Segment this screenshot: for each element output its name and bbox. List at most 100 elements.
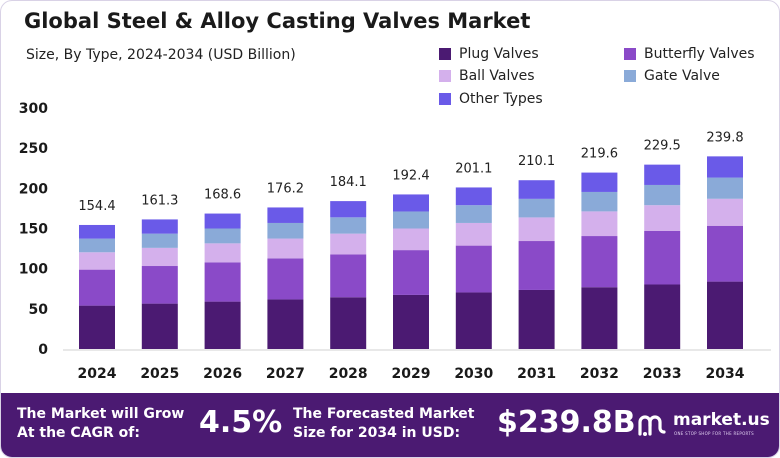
bar-segment-plug-2034 [707,281,743,349]
bar-segment-butterfly-2032 [581,236,618,288]
bar-segment-ball-2028 [330,233,367,255]
bar-segment-plug-2024 [79,305,115,349]
bar-segment-plug-2033 [644,284,681,349]
legend-item-ball-valves: Ball Valves [439,68,535,84]
bar-segment-ball-2025 [141,247,178,267]
bar-segment-butterfly-2027 [267,258,304,300]
x-tick-label: 2025 [140,366,179,382]
data-label-total: 192.4 [392,168,429,183]
x-tick-label: 2026 [203,366,242,382]
y-tick-label: 50 [29,302,49,318]
bar-segment-other-2026 [204,213,241,229]
bar-segment-other-2029 [393,194,429,212]
data-label-total: 168.6 [204,188,241,203]
bar-segment-plug-2032 [581,287,618,349]
y-tick-label: 200 [19,181,48,197]
x-tick-label: 2034 [706,366,745,382]
bar-segment-ball-2034 [707,198,743,226]
x-tick-label: 2027 [266,366,305,382]
legend-label: Ball Valves [459,68,535,84]
bar-segment-butterfly-2034 [707,225,743,282]
data-label-total: 239.8 [706,130,743,145]
legend-label: Plug Valves [459,46,539,62]
brand-name: market.us [673,410,770,430]
stacked-bar-chart: 0 50 100 150 200 250 300 154.4 2024 161.3 2025 168.… [19,101,771,382]
bar-segment-gate-2034 [707,177,743,199]
bar-segment-gate-2030 [455,205,492,223]
bar-segment-plug-2029 [393,294,429,349]
bar-segment-gate-2024 [79,238,115,253]
legend-item-plug-valves: Plug Valves [439,46,539,62]
bar-segment-plug-2028 [330,297,367,349]
data-label-total: 229.5 [644,139,681,154]
data-label-total: 210.1 [518,154,555,169]
bar-segment-other-2030 [455,187,492,206]
bar-segment-butterfly-2025 [141,266,178,304]
data-label-total: 154.4 [78,199,115,214]
bar-segment-ball-2030 [455,222,492,246]
bar-segment-other-2024 [79,224,115,239]
x-tick-label: 2030 [454,366,493,382]
footer-banner: The Market will Grow At the CAGR of: 4.5… [1,393,779,457]
legend-item-butterfly-valves: Butterfly Valves [624,46,755,62]
bar-segment-ball-2031 [518,217,555,242]
x-tick-label: 2024 [78,366,117,382]
legend-label: Other Types [459,91,543,107]
data-label-total: 176.2 [267,181,304,196]
bar-segment-plug-2026 [204,301,241,349]
bar-segment-other-2028 [330,201,367,218]
brand-tagline: ONE STOP SHOP FOR THE REPORTS [674,431,754,436]
bar-segment-ball-2029 [393,228,429,251]
forecast-label: The Forecasted Market Size for 2034 in U… [293,406,475,441]
chart-subtitle: Size, By Type, 2024-2034 (USD Billion) [26,47,296,63]
bar-segment-ball-2033 [644,205,681,231]
bar-segment-butterfly-2026 [204,262,241,302]
bar-segment-other-2032 [581,172,618,192]
market-us-logo-icon [638,415,666,436]
bar-segment-other-2025 [141,219,178,234]
bar-segment-plug-2031 [518,289,555,349]
bar-segment-ball-2024 [79,252,115,270]
legend-swatch-gate-valve [624,70,636,82]
legend-label: Butterfly Valves [644,46,755,62]
bar-segment-other-2027 [267,207,304,223]
bar-segment-other-2034 [707,156,743,178]
bar-segment-gate-2032 [581,191,618,212]
data-label-total: 184.1 [330,175,367,190]
bar-segment-ball-2026 [204,243,241,263]
bar-segment-butterfly-2029 [393,250,429,295]
bar-segment-ball-2027 [267,238,304,259]
x-tick-label: 2032 [580,366,619,382]
cagr-value: 4.5% [199,405,283,440]
x-tick-label: 2031 [517,366,556,382]
bar-segment-other-2033 [644,164,681,185]
y-tick-label: 100 [19,262,48,278]
legend-item-gate-valve: Gate Valve [624,68,720,84]
bar-segment-butterfly-2024 [79,269,115,306]
bar-segment-ball-2032 [581,211,618,237]
legend-swatch-butterfly-valves [624,48,636,60]
bar-segment-gate-2028 [330,217,367,234]
data-label-total: 201.1 [455,161,492,176]
cagr-label: The Market will Grow At the CAGR of: [17,406,185,441]
bar-segment-plug-2025 [141,303,178,349]
legend-swatch-plug-valves [439,48,451,60]
legend-item-other-types: Other Types [439,91,543,107]
y-tick-label: 250 [19,141,48,157]
x-tick-label: 2029 [392,366,431,382]
bar-segment-gate-2029 [393,211,429,229]
bar-segment-gate-2027 [267,222,304,239]
x-tick-label: 2028 [329,366,368,382]
y-tick-label: 150 [19,222,48,238]
data-label-total: 161.3 [141,193,178,208]
y-tick-label: 0 [38,342,48,358]
bar-segment-butterfly-2030 [455,245,492,293]
bar-segment-plug-2030 [455,292,492,349]
legend-label: Gate Valve [644,68,720,84]
bar-segment-other-2031 [518,180,555,199]
forecast-value: $239.8B [497,405,636,440]
bar-segment-gate-2031 [518,198,555,218]
data-label-total: 219.6 [581,147,618,162]
y-tick-label: 300 [19,101,48,117]
